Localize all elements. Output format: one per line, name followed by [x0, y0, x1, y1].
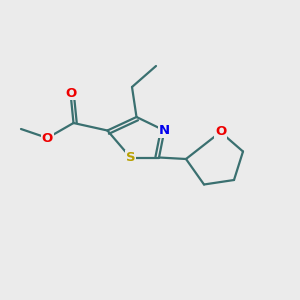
- Text: N: N: [159, 124, 170, 137]
- Text: O: O: [215, 125, 226, 139]
- Text: S: S: [126, 151, 135, 164]
- Text: O: O: [42, 131, 53, 145]
- Text: O: O: [65, 86, 76, 100]
